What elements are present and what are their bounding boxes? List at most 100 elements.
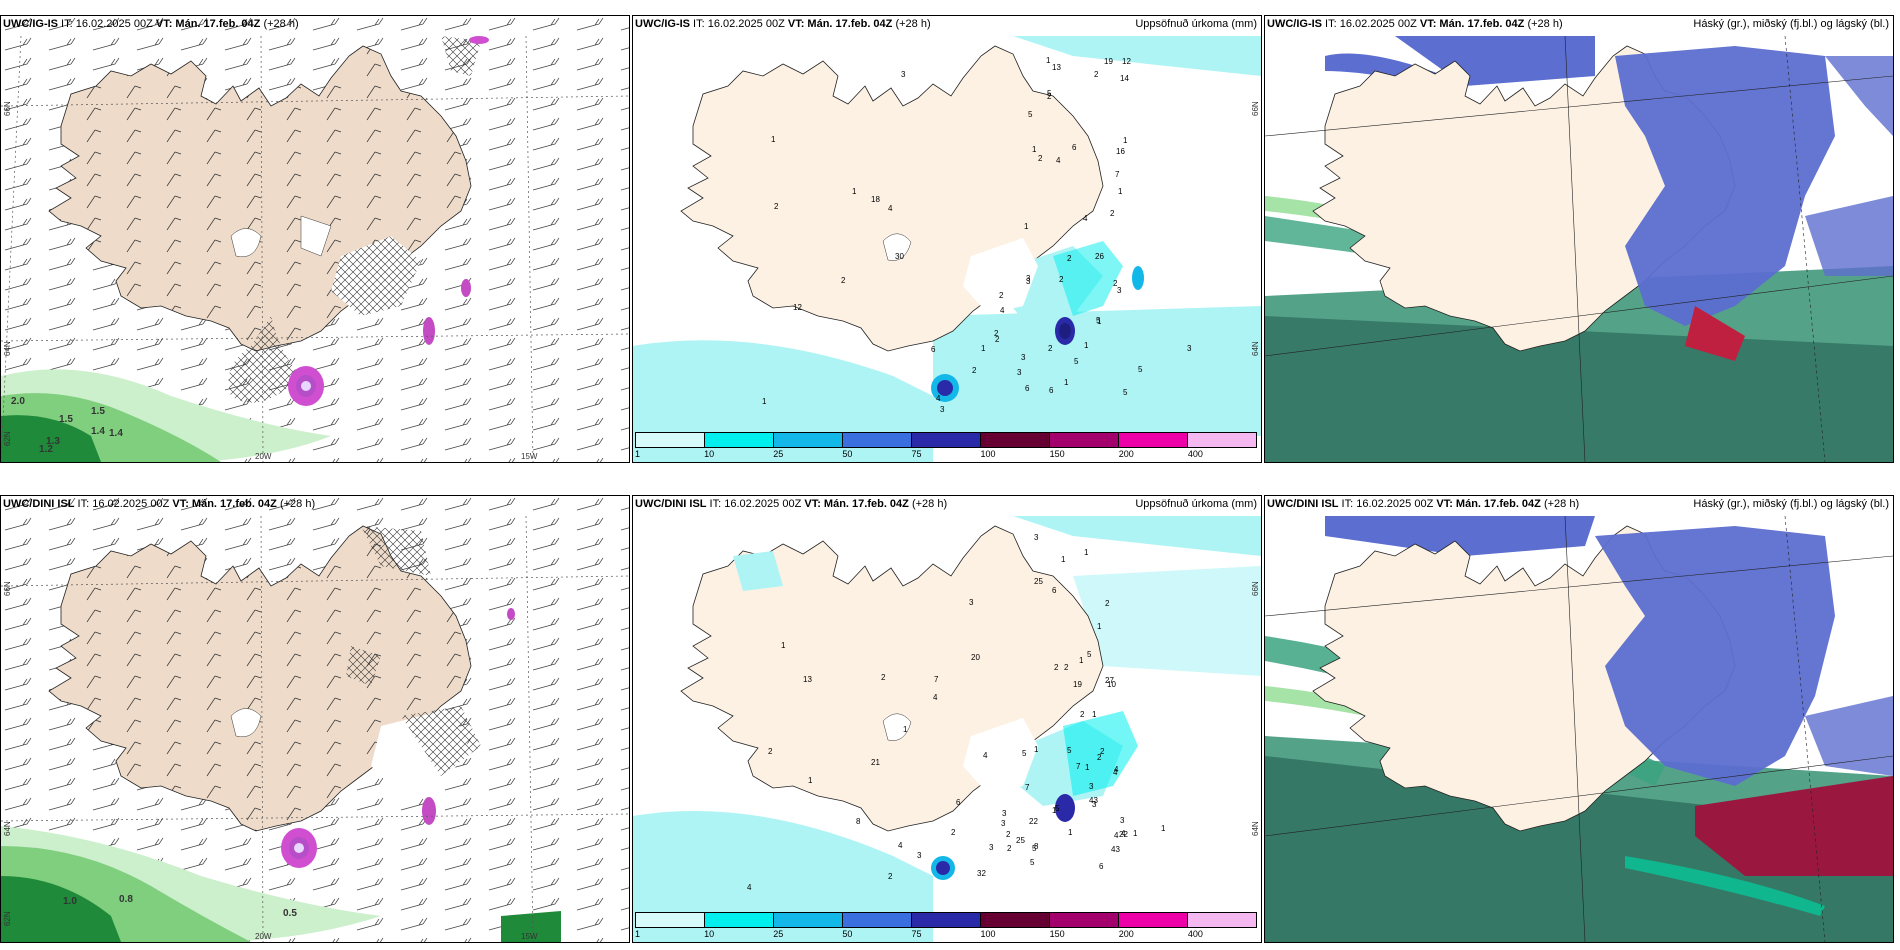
field-label: Háský (gr.), miðský (fj.bl.) og lágský (… — [1693, 498, 1889, 510]
precip-value-label: 1 — [1123, 136, 1128, 145]
panel-title: UWC/DINI ISL IT: 16.02.2025 00Z VT: Mán.… — [1267, 498, 1579, 510]
precip-value-label: 2 — [1097, 753, 1102, 762]
valid-time: VT: Mán. 17.feb. 04Z — [1419, 18, 1525, 30]
colorbar-tick-label: 1 — [635, 929, 641, 939]
precip-value-label: 6 — [931, 345, 936, 354]
precip-value-label: 20 — [971, 653, 980, 662]
precip-value-label: 7 — [1025, 783, 1030, 792]
init-time: IT: 16.02.2025 00Z — [690, 18, 788, 30]
precip-value-label: 1 — [1084, 548, 1089, 557]
colorbar-tick-label: 100 — [980, 929, 996, 939]
precip-value-label: 43 — [1089, 796, 1098, 805]
precip-value-label: 5 — [1047, 89, 1052, 98]
precip-value-label: 1 — [1085, 763, 1090, 772]
precip-value-label: 7 — [1115, 170, 1120, 179]
lon-label: 20W — [255, 932, 272, 941]
model-name: UWC/DINI ISL — [1267, 498, 1339, 510]
precip-value-label: 1 — [1032, 145, 1037, 154]
precip-value-label: 2 — [1007, 844, 1012, 853]
precip-value-label: 1 — [1118, 187, 1123, 196]
precip-value-label: 16 — [1116, 147, 1125, 156]
colorbar-labels: 1 10 25 50 75 100 150 200 400 — [635, 929, 1257, 941]
precip-value-label: 13 — [1052, 63, 1061, 72]
init-time: IT: 16.02.2025 00Z — [706, 498, 805, 510]
field-label: Uppsöfnuð úrkoma (mm) — [1135, 18, 1257, 30]
lat-label: 62N — [3, 431, 12, 446]
precip-value-label: 1 — [1034, 745, 1039, 754]
precip-value-label: 3 — [1001, 819, 1006, 828]
value-label: 1.4 — [109, 428, 123, 439]
precip-value-label: 1 — [771, 135, 776, 144]
panel-title: UWC/IG-IS IT: 16.02.2025 00Z VT: Mán. 17… — [1267, 18, 1563, 30]
lon-label: 15W — [521, 452, 538, 461]
precip-value-label: 5 — [1030, 858, 1035, 867]
precip-value-label: 3 — [989, 843, 994, 852]
precip-value-label: 3 — [917, 851, 922, 860]
lon-label: 15W — [521, 932, 538, 941]
value-label: 1.3 — [46, 436, 60, 447]
colorbar — [635, 432, 1257, 448]
precip-value-label: 4 — [1114, 765, 1119, 774]
panel-wind-top: UWC/IG-IS IT: 16.02.2025 00Z VT: Mán. 17… — [0, 15, 630, 463]
precip-value-label: 1 — [781, 641, 786, 650]
lead-time: (+28 h) — [276, 498, 316, 510]
field-label: Háský (gr.), miðský (fj.bl.) og lágský (… — [1693, 18, 1889, 30]
precip-value-label: 5 — [1055, 804, 1060, 813]
precip-value-label: 2 — [1038, 154, 1043, 163]
wind-map — [1, 16, 629, 462]
init-time: IT: 16.02.2025 00Z — [74, 498, 173, 510]
model-name: UWC/IG-IS — [635, 18, 690, 30]
lead-time: (+28 h) — [260, 18, 299, 30]
precip-value-label: 4 — [1083, 214, 1088, 223]
colorbar-swatch — [912, 433, 981, 447]
precip-value-label: 3 — [1092, 800, 1097, 809]
precip-value-label: 1 — [808, 776, 813, 785]
precip-value-label: 2 — [994, 329, 999, 338]
precip-value-label: 3 — [901, 70, 906, 79]
value-label: 1.5 — [91, 406, 105, 417]
precip-value-label: 3 — [1017, 368, 1022, 377]
model-name: UWC/DINI ISL — [635, 498, 707, 510]
valid-time: VT: Mán. 17.feb. 04Z — [787, 18, 893, 30]
precip-value-label: 2 — [1113, 279, 1118, 288]
precip-value-label: 2 — [1059, 275, 1064, 284]
precip-value-label: 2 — [1048, 344, 1053, 353]
precip-value-label: 4 — [1121, 829, 1126, 838]
precip-value-label: 1 — [1064, 378, 1069, 387]
precip-value-label: 27 — [1105, 676, 1114, 685]
precip-value-label: 3 — [1002, 809, 1007, 818]
colorbar-tick-label: 100 — [980, 449, 996, 459]
precip-value-label: 3 — [1034, 533, 1039, 542]
colorbar-swatch — [843, 913, 912, 927]
precip-value-label: 2 — [1054, 663, 1059, 672]
colorbar-swatch — [636, 433, 705, 447]
precip-value-label: 4 — [983, 751, 988, 760]
precip-value-label: 2 — [1080, 710, 1085, 719]
precip-value-label: 2 — [841, 276, 846, 285]
lat-label: 64N — [1251, 341, 1260, 356]
precip-value-label: 32 — [977, 869, 986, 878]
precip-value-label: 4 — [1000, 306, 1005, 315]
colorbar-tick-label: 75 — [911, 929, 922, 939]
precip-value-label: 1 — [1161, 824, 1166, 833]
precip-value-label: 25 — [1016, 836, 1025, 845]
precip-value-label: 6 — [1072, 143, 1077, 152]
precip-value-label: 7 — [1076, 762, 1081, 771]
precip-value-label: 6 — [1099, 862, 1104, 871]
precip-value-label: 30 — [895, 252, 904, 261]
precip-value-label: 6 — [1052, 586, 1057, 595]
precip-value-label: 5 — [1087, 650, 1092, 659]
precip-value-label: 18 — [871, 195, 880, 204]
precip-value-label: 8 — [1034, 842, 1039, 851]
precip-value-label: 4 — [933, 693, 938, 702]
precip-value-label: 3 — [969, 598, 974, 607]
panel-precip-top: 3 3 2 3 2 1 1 1 2 1 1 1 1 4 1 2 1 6 5 6 5 4 2 6 16 18 26 14 30 12 12 4 2… — [632, 15, 1262, 463]
init-time: IT: 16.02.2025 00Z — [1338, 498, 1437, 510]
colorbar-swatch — [705, 913, 774, 927]
precip-value-label: 5 — [1022, 749, 1027, 758]
lead-time: (+28 h) — [908, 498, 948, 510]
value-label: 1.2 — [39, 444, 53, 455]
precip-value-label: 19 — [1104, 57, 1113, 66]
value-label: 0.8 — [119, 894, 133, 905]
